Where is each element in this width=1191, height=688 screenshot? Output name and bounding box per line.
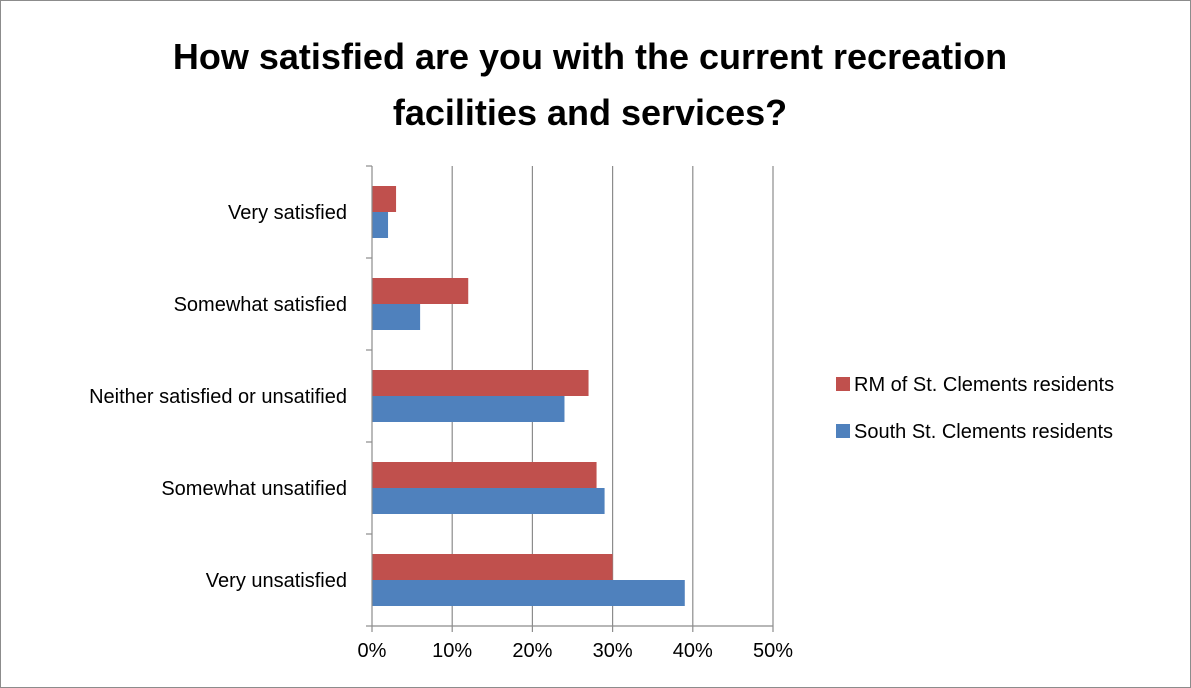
bar-rm-4 [372, 554, 613, 580]
category-labels: Very satisfied Somewhat satisfied Neither … [89, 202, 347, 592]
chart-title: How satisfied are you with the current r… [173, 36, 1007, 133]
category-label: Very unsatisfied [206, 570, 347, 592]
bar-rm-0 [372, 186, 397, 212]
x-tick-label: 10% [432, 640, 472, 662]
bar-rm-3 [372, 462, 597, 488]
category-label: Neither satisfied or unsatified [89, 386, 347, 408]
x-tick-label: 30% [593, 640, 633, 662]
chart-title-line-1: How satisfied are you with the current r… [173, 36, 1007, 77]
bar-south-0 [372, 212, 389, 238]
legend-label: South St. Clements residents [854, 421, 1113, 443]
bar-south-3 [372, 488, 605, 514]
chart-title-line-2: facilities and services? [393, 92, 787, 133]
bar-south-1 [372, 304, 421, 330]
legend-swatch [836, 377, 850, 391]
bar-rm-2 [372, 370, 589, 396]
x-tick-label: 0% [358, 640, 387, 662]
category-label: Somewhat unsatified [161, 478, 347, 500]
bar-south-2 [372, 396, 565, 422]
category-label: Somewhat satisfied [174, 294, 347, 316]
x-tick-label: 50% [753, 640, 793, 662]
bar-rm-1 [372, 278, 469, 304]
legend-swatch [836, 424, 850, 438]
category-label: Very satisfied [228, 202, 347, 224]
legend-label: RM of St. Clements residents [854, 374, 1114, 396]
bar-south-4 [372, 580, 685, 606]
x-tick-label: 40% [673, 640, 713, 662]
legend: RM of St. Clements residents South St. Cl… [836, 374, 1114, 443]
x-tick-labels: 0% 10% 20% 30% 40% 50% [358, 640, 794, 662]
bars [372, 186, 685, 606]
x-tick-label: 20% [512, 640, 552, 662]
axes [366, 165, 774, 632]
gridlines [451, 166, 774, 626]
